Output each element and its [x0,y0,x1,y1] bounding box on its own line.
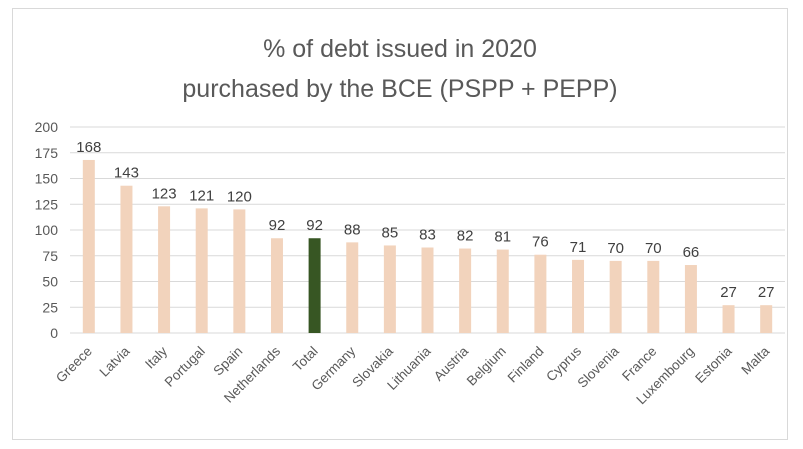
x-label-latvia: Latvia [96,343,132,379]
data-label-austria: 82 [457,228,474,245]
bar-greece [82,159,95,333]
bar-france [647,260,660,333]
bar-latvia [120,185,133,333]
bar-slovenia [609,260,622,333]
x-label-total: Total [290,344,321,375]
bar-germany [346,242,359,333]
y-tick-label: 50 [42,274,58,290]
data-label-belgium: 81 [494,229,511,246]
chart-title-line-2: purchased by the BCE (PSPP + PEPP) [182,75,618,103]
bars [82,159,773,333]
x-label-italy: Italy [142,343,170,371]
bar-estonia [722,305,735,333]
data-labels: 168 143 123 121 120 92 92 88 85 83 82 81 76 71 70 70 66 2… [76,139,774,301]
x-label-belgium: Belgium [464,344,509,389]
data-label-luxembourg: 66 [683,244,700,261]
x-label-portugal: Portugal [162,344,208,390]
y-tick-label: 75 [42,248,58,264]
bar-finland [534,254,547,333]
y-tick-label: 0 [50,325,58,341]
data-label-greece: 168 [76,139,101,156]
data-label-estonia: 27 [720,284,737,301]
bar-spain [233,209,246,333]
data-label-latvia: 143 [114,165,139,182]
bar-austria [459,248,472,333]
chart-title-line-1: % of debt issued in 2020 [263,35,537,63]
y-axis: 0 25 50 75 100 125 150 175 200 [35,119,59,341]
x-label-finland: Finland [505,344,547,386]
data-label-slovakia: 85 [382,224,399,241]
y-tick-label: 200 [35,119,59,135]
bar-malta [760,305,773,333]
x-label-greece: Greece [53,344,95,386]
x-label-slovenia: Slovenia [575,343,623,391]
data-label-spain: 120 [227,188,252,205]
y-tick-label: 100 [35,222,59,238]
bar-italy [158,206,171,333]
chart-frame: % of debt issued in 2020 purchased by th… [12,8,788,440]
y-tick-label: 25 [42,299,58,315]
y-tick-label: 125 [35,196,59,212]
bar-netherlands [270,238,283,333]
x-label-malta: Malta [738,343,772,377]
x-label-estonia: Estonia [692,343,735,386]
data-label-cyprus: 71 [570,239,587,256]
bar-lithuania [421,247,434,333]
data-label-france: 70 [645,240,662,257]
bar-portugal [195,208,208,333]
data-label-finland: 76 [532,234,549,251]
bar-total [308,238,321,333]
data-label-slovenia: 70 [607,240,624,257]
data-label-total: 92 [306,217,323,234]
data-label-italy: 123 [152,185,177,202]
x-label-spain: Spain [210,344,245,379]
y-tick-label: 150 [35,171,59,187]
bar-luxembourg [684,265,697,333]
bar-belgium [496,249,509,333]
data-label-malta: 27 [758,284,775,301]
bar-cyprus [572,259,585,333]
bar-slovakia [383,245,396,333]
data-label-portugal: 121 [189,187,214,204]
data-label-lithuania: 83 [419,227,436,244]
data-label-germany: 88 [344,221,361,238]
y-tick-label: 175 [35,145,59,161]
data-label-netherlands: 92 [269,217,286,234]
